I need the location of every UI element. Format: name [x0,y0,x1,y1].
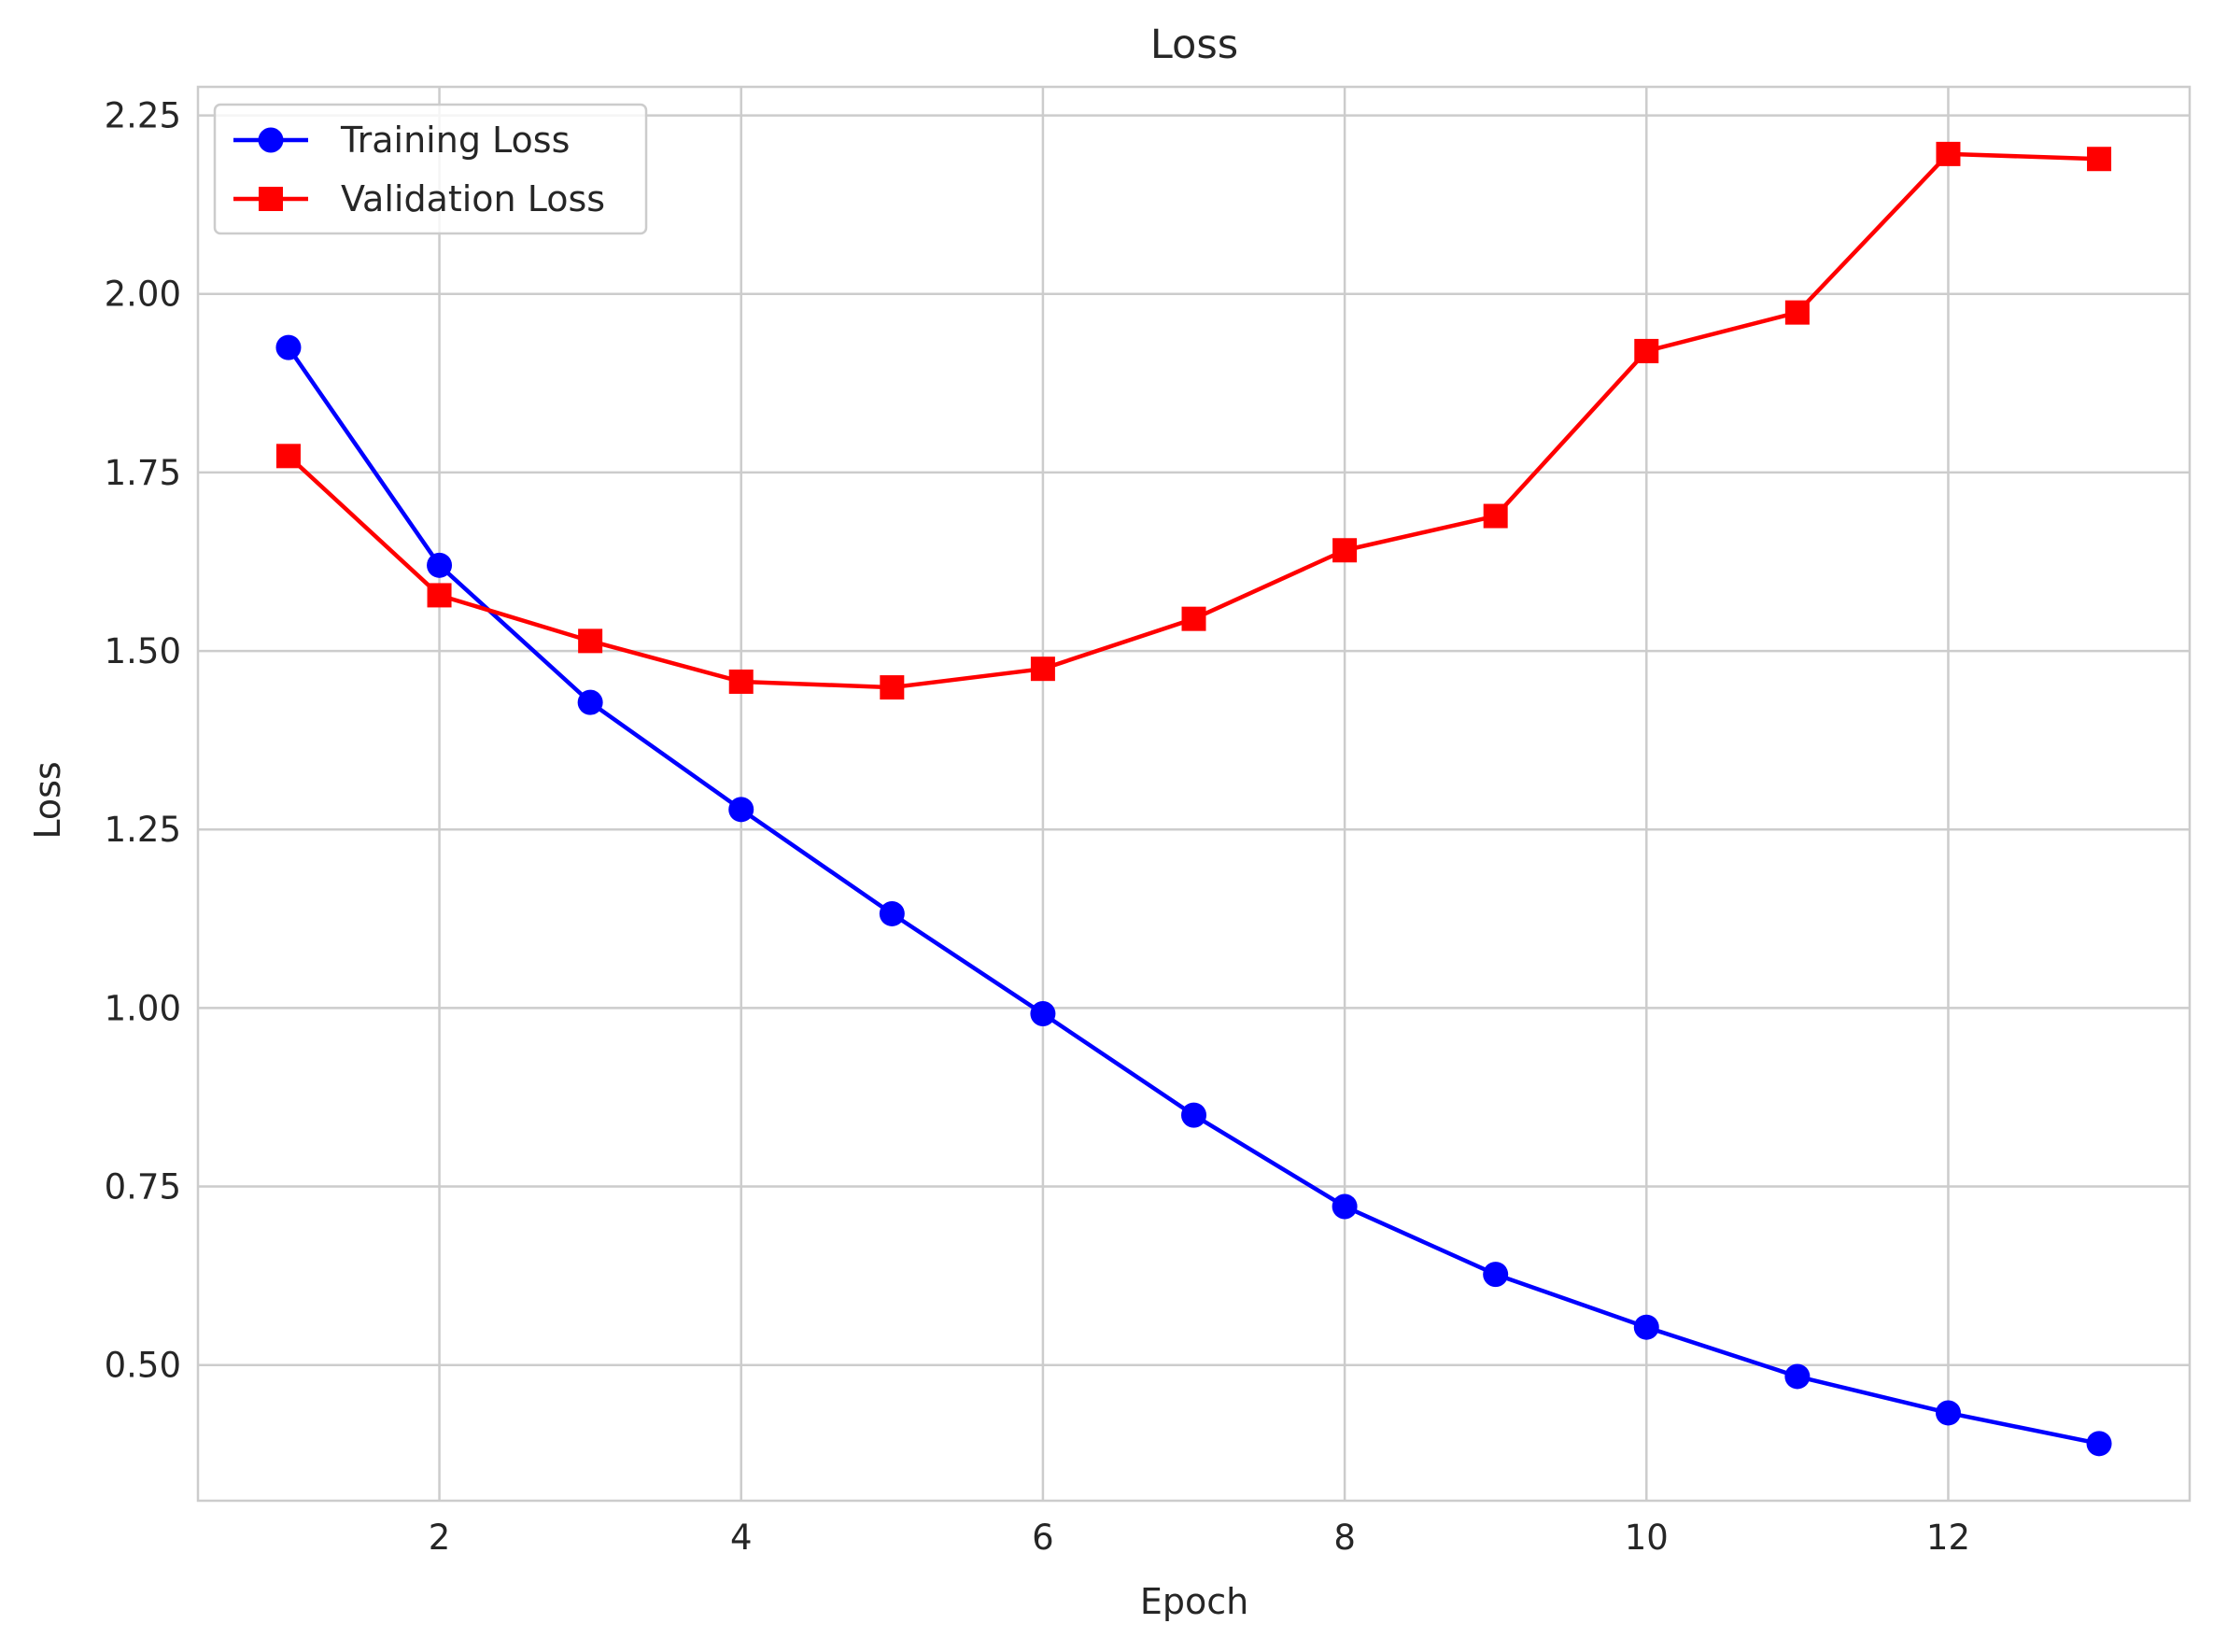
training-loss-marker [1181,1102,1206,1128]
x-tick-label: 10 [1625,1518,1669,1558]
y-tick-label: 1.00 [105,988,181,1028]
training-loss-marker [275,334,302,360]
ticks: 2 4 6 8 10 12 0.50 0.75 1.00 1.25 1.50 1.75 2.00 2.25 [105,96,1970,1558]
training-loss-marker [577,689,603,715]
series [275,141,2112,1457]
y-axis-label: Loss [27,761,68,839]
validation-loss-marker [1936,141,1961,166]
training-loss-marker [1633,1314,1659,1340]
x-axis-label: Epoch [1140,1581,1248,1622]
x-tick-label: 2 [429,1518,451,1558]
y-tick-label: 0.50 [105,1346,181,1386]
x-tick-label: 12 [1926,1518,1970,1558]
validation-loss-marker [1332,538,1358,563]
validation-loss-marker [1784,300,1810,325]
x-tick-label: 8 [1333,1518,1356,1558]
x-tick-label: 4 [730,1518,753,1558]
y-tick-label: 2.25 [105,96,181,136]
training-loss-marker [1483,1262,1509,1288]
validation-loss-marker [578,628,603,654]
legend-frame [213,103,648,235]
validation-loss-marker [275,444,301,469]
training-loss-marker [1332,1193,1358,1220]
plot-frame [196,85,2192,1503]
training-loss-marker [1030,1001,1056,1027]
training-loss-marker [2086,1431,2112,1457]
y-tick-label: 0.75 [105,1167,181,1207]
y-tick-label: 1.50 [105,631,181,671]
validation-loss-marker [1030,657,1055,682]
y-tick-label: 1.25 [105,810,181,850]
chart-title: Loss [1150,21,1238,68]
x-tick-label: 6 [1032,1518,1054,1558]
validation-loss-marker [427,583,452,608]
legend-validation-loss-marker [259,187,283,211]
training-loss-marker [879,900,905,926]
training-loss-marker [427,552,453,578]
validation-loss-marker [728,669,754,694]
legend-validation-loss-label: Validation Loss [341,178,605,219]
training-loss-marker [728,797,754,823]
legend-training-loss-label: Training Loss [340,120,570,161]
validation-loss-marker [880,675,905,700]
legend-training-loss-marker [258,127,284,153]
training-loss-marker [1784,1363,1811,1390]
grid [198,87,2190,1501]
y-tick-label: 2.00 [105,275,181,315]
validation-loss-marker [1181,606,1206,631]
y-tick-label: 1.75 [105,453,181,493]
training-loss-marker [1935,1400,1961,1426]
legend: Training Loss Validation Loss [213,103,648,235]
validation-loss-marker [1634,338,1659,363]
validation-loss-marker [2087,147,2112,172]
validation-loss-marker [1483,503,1508,529]
